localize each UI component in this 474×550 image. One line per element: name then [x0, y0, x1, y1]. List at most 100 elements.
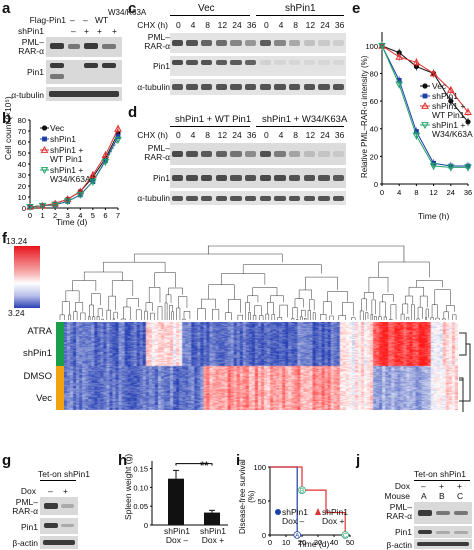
e-xtick: 24: [447, 188, 455, 197]
j-dox-val-1: –: [421, 481, 426, 491]
e-xlabel: Time (h): [418, 211, 450, 221]
b-point: [101, 151, 110, 159]
e-point: [414, 129, 419, 134]
g-blot-pml: [40, 497, 78, 515]
b-ytick: 80: [18, 116, 26, 125]
h-ytick: 0.15: [133, 465, 148, 474]
blot-band: [274, 40, 286, 46]
dendrogram-top: [59, 245, 457, 320]
i-xlabel: Time (d): [298, 539, 330, 549]
e-point: [464, 108, 472, 116]
shpin1-label-a: shPin1: [18, 26, 44, 36]
chart-e: 0 20 40 60 80 100 0 4 8 12 24 36: [365, 32, 472, 197]
blot-band: [200, 151, 213, 157]
d-blot-tubulin: [170, 191, 346, 205]
panel-label-i: i: [236, 452, 241, 469]
chx-time: 12: [305, 20, 316, 30]
e-xtick: 0: [380, 188, 384, 197]
blot-band: [244, 151, 257, 157]
h-ytick: 0.05: [133, 502, 148, 511]
blot-band: [230, 60, 242, 65]
c-time-row: 0 4 8 12 24 36 0 4 8 12 24 36: [170, 21, 346, 31]
blot-band: [303, 196, 316, 201]
h-sig-bracket: [175, 463, 213, 466]
blot-band: [244, 40, 257, 46]
b-legend-marker: [41, 125, 48, 131]
e-ylabel: Relative PML–RAR-α intensity (%): [360, 55, 369, 178]
blot-label-pml-a: PML– RAR-α: [18, 37, 44, 56]
panel-label-e: e: [352, 0, 361, 17]
blot-band: [318, 151, 330, 157]
d-blot-label-pin1: Pin1: [152, 173, 170, 183]
e-point: [464, 164, 472, 172]
i-xtick: 10: [282, 538, 290, 547]
blot-band: [288, 40, 301, 46]
blot-band: [332, 40, 345, 46]
b-xtick: 1: [40, 211, 44, 220]
b-xtick: 2: [53, 211, 57, 220]
d-blot-label-tubulin: α-tubulin: [137, 193, 170, 203]
i-ytick: 100: [253, 463, 266, 472]
heatmap: [64, 322, 458, 410]
e-point: [378, 42, 386, 50]
g-dox-val-2: +: [63, 486, 68, 496]
b-point: [101, 158, 110, 166]
blot-band: [230, 40, 242, 46]
scale-max: 13.24: [6, 236, 28, 246]
blot-band: [288, 151, 301, 157]
chx-time: 36: [246, 20, 257, 30]
blot-band: [318, 60, 330, 65]
b-legend-marker: [42, 136, 47, 142]
e-legend-marker: [422, 93, 428, 99]
b-legend-shpin1: shPin1: [50, 134, 76, 144]
c-group-vec: Vec: [198, 3, 215, 14]
b-ytick: 10: [18, 193, 26, 202]
b-xtick: 5: [91, 211, 95, 220]
heat-row-shpin1: shPin1: [22, 348, 52, 359]
e-xtick: 36: [464, 188, 472, 197]
blot-band: [274, 175, 286, 181]
i-xtick: 20: [298, 538, 306, 547]
e-point: [448, 98, 454, 104]
e-point: [429, 163, 438, 171]
blot-band: [288, 60, 301, 65]
d-blot-pin1: [170, 168, 346, 188]
e-ytick: 0: [374, 180, 378, 189]
b-point: [63, 198, 72, 206]
c-blot-label-pml: PML– RAR-α: [144, 32, 170, 51]
g-title: Tet-on shPin1: [38, 469, 90, 479]
blot-band: [200, 175, 213, 181]
b-point: [77, 192, 83, 198]
j-dox-val-2: +: [439, 481, 444, 491]
b-xtick: 7: [116, 211, 120, 220]
c-blot-tubulin: [170, 79, 346, 95]
blot-band: [244, 60, 257, 65]
b-ytick: 30: [18, 171, 26, 180]
panel-label-f: f: [2, 230, 7, 247]
h-cat-1: shPin1 Dox –: [164, 526, 190, 545]
blot-band: [215, 60, 228, 65]
c-blot-pml: [170, 33, 346, 53]
blot-band: [200, 84, 213, 90]
blot-band: [288, 175, 301, 181]
chx-time: 0: [263, 130, 269, 140]
b-xtick: 3: [66, 211, 70, 220]
b-ytick: 0: [22, 204, 26, 213]
blot-band: [259, 196, 272, 201]
e-xtick: 8: [414, 188, 418, 197]
chx-time: 24: [232, 20, 242, 30]
e-series-line: [381, 45, 469, 123]
blot-band: [259, 60, 272, 65]
b-point: [114, 136, 122, 144]
j-dox-val-3: +: [457, 481, 462, 491]
heat-row-vec: Vec: [36, 393, 52, 404]
chx-time: 24: [232, 130, 242, 140]
d-group-w34: shPin1 + W34/K63A: [262, 114, 348, 125]
blot-band: [332, 84, 345, 90]
flag-pin1-label: Flag-Pin1: [29, 15, 66, 25]
blot-band: [318, 175, 330, 181]
panel-label-h: h: [118, 452, 128, 469]
shpin1-val-4: +: [112, 26, 117, 36]
blot-band: [303, 84, 316, 90]
blot-band: [186, 175, 198, 181]
